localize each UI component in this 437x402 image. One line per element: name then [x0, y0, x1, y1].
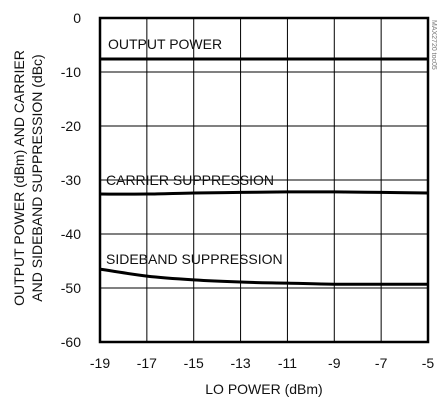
x-tick-label: -9	[328, 355, 341, 371]
y-tick-label: -60	[61, 334, 81, 350]
y-tick-label: -30	[61, 172, 81, 188]
series-label-sideband-suppression: SIDEBAND SUPPRESSION	[106, 251, 283, 267]
y-tick-label: -40	[61, 226, 81, 242]
x-tick-label: -15	[184, 355, 204, 371]
x-tick-label: -17	[137, 355, 157, 371]
plot-frame	[98, 16, 430, 344]
series-lines	[99, 57, 429, 286]
x-tick-label: -19	[90, 355, 110, 371]
y-tick-label: 0	[73, 10, 81, 26]
x-tick-label: -11	[278, 355, 297, 371]
y-tick-label: -50	[61, 280, 81, 296]
x-axis-label: LO POWER (dBm)	[205, 381, 322, 397]
y-axis-label-line2: AND SIDEBAND SUPPRESSION (dBc)	[29, 54, 45, 301]
series-line-sideband-suppression	[99, 267, 428, 286]
watermark: MAX2720 toc05	[430, 20, 437, 70]
y-tick-label: -20	[61, 118, 81, 134]
x-tick-labels: -19 -17 -15 -13 -11 -9 -7 -5	[90, 355, 435, 371]
y-axis-label-line1: OUTPUT POWER (dBm) AND CARRIER	[11, 50, 27, 306]
x-tick-label: -7	[375, 355, 388, 371]
y-tick-label: -10	[61, 64, 81, 80]
x-tick-label: -5	[422, 355, 435, 371]
series-line-carrier-suppression	[99, 190, 429, 196]
grid	[100, 18, 428, 342]
x-tick-label: -13	[230, 355, 250, 371]
series-label-carrier-suppression: CARRIER SUPPRESSION	[106, 172, 274, 188]
y-tick-labels: 0 -10 -20 -30 -40 -50 -60	[61, 10, 81, 350]
series-label-output-power: OUTPUT POWER	[108, 36, 222, 52]
